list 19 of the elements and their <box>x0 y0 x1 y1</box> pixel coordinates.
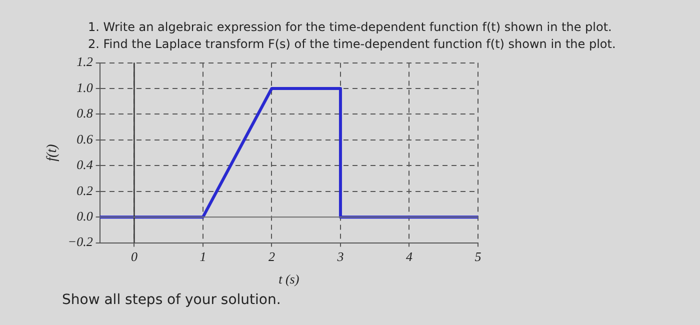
y-tick-label: 0.0 <box>76 208 94 224</box>
y-tick-label: 0.4 <box>76 157 94 172</box>
x-tick-label: 1 <box>200 249 206 264</box>
x-tick-label: 0 <box>130 249 138 264</box>
y-axis-title: f(t) <box>45 144 60 162</box>
text: Show all steps of your solution. <box>62 292 281 308</box>
y-tick-label: −0.2 <box>68 234 94 250</box>
x-tick-label: 5 <box>474 249 482 264</box>
x-axis-title: t (s) <box>278 272 300 287</box>
x-tick-label: 4 <box>406 249 413 264</box>
x-tick-label: 2 <box>268 249 276 264</box>
y-tick-label: 1.0 <box>76 80 94 95</box>
x-tick-label: 3 <box>336 249 344 264</box>
chart-title: 1. Write an algebraic expression for the time-dependent function f(t) shown in the plot. <box>88 20 612 34</box>
y-tick-label: 0.2 <box>76 182 94 198</box>
y-tick-label: 0.6 <box>76 131 94 146</box>
chart-subtitle: 2. Find the Laplace transform F(s) of the time-dependent function f(t) shown in the plot. <box>88 37 616 51</box>
y-tick-label: 1.2 <box>76 54 94 70</box>
y-tick-label: 0.8 <box>76 106 94 121</box>
